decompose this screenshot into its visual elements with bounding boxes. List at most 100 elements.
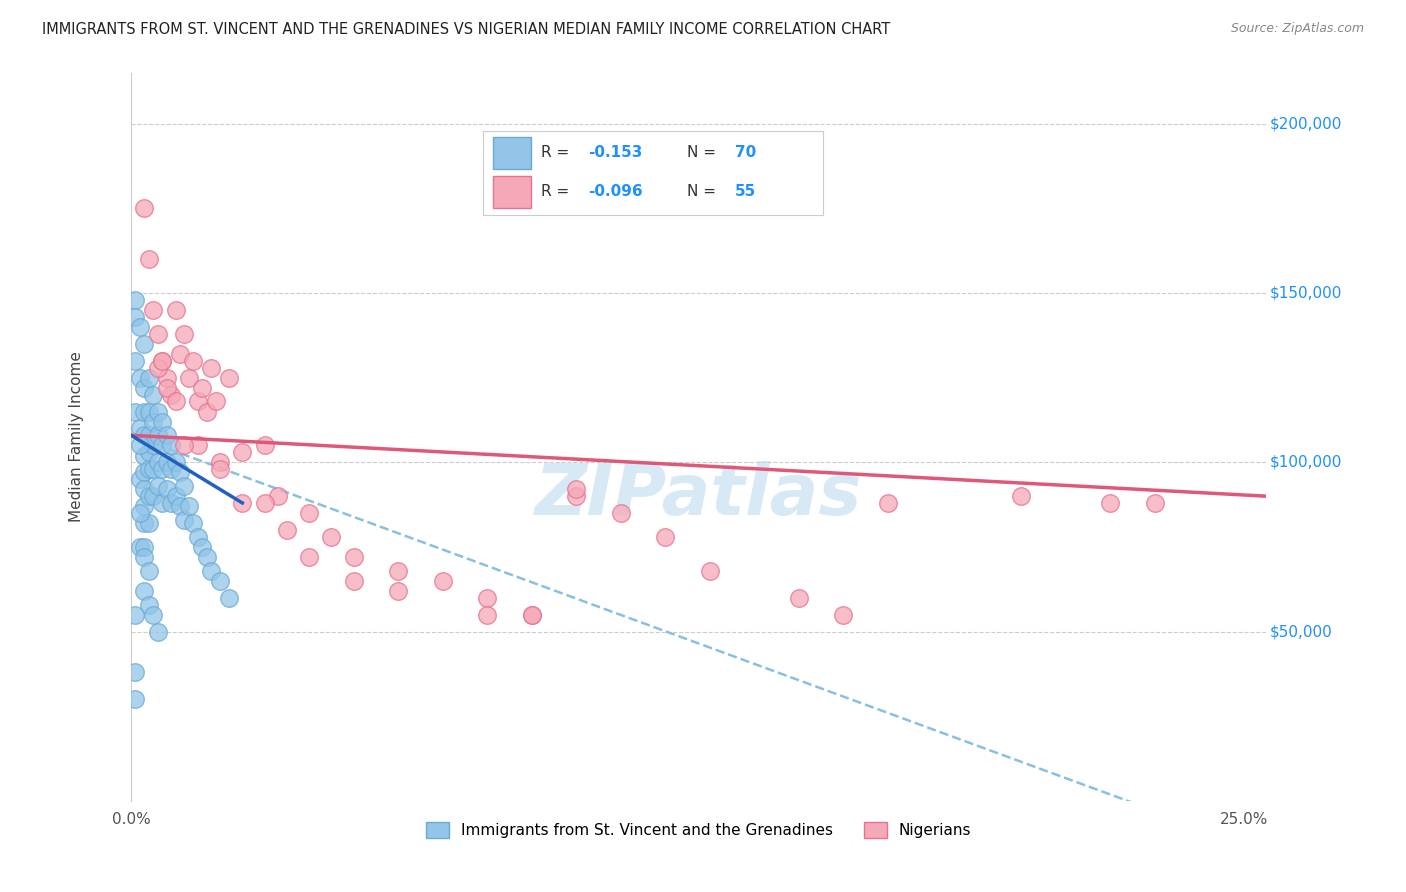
Point: [177, 370, 200, 384]
Text: $100,000: $100,000: [1270, 455, 1341, 470]
Point: [169, 466, 191, 480]
Point: [787, 591, 810, 605]
Point: [156, 455, 179, 469]
Point: [654, 530, 676, 544]
Text: $50,000: $50,000: [1270, 624, 1333, 639]
Point: [129, 421, 152, 435]
Point: [156, 370, 179, 384]
Point: [138, 489, 160, 503]
Point: [173, 513, 195, 527]
Point: [520, 607, 543, 622]
Text: IMMIGRANTS FROM ST. VINCENT AND THE GRENADINES VS NIGERIAN MEDIAN FAMILY INCOME : IMMIGRANTS FROM ST. VINCENT AND THE GREN…: [42, 22, 890, 37]
Point: [150, 415, 173, 429]
Point: [200, 564, 222, 578]
Point: [169, 347, 191, 361]
Point: [876, 496, 898, 510]
Point: [565, 489, 588, 503]
Point: [146, 326, 169, 341]
Point: [129, 506, 152, 520]
Point: [187, 394, 209, 409]
Point: [142, 489, 165, 503]
Point: [1099, 496, 1122, 510]
Point: [156, 428, 179, 442]
Point: [209, 574, 232, 588]
Point: [298, 506, 321, 520]
Text: Median Family Income: Median Family Income: [69, 351, 84, 523]
Point: [209, 455, 232, 469]
Point: [150, 496, 173, 510]
Point: [160, 496, 183, 510]
Point: [124, 353, 146, 368]
Point: [146, 428, 169, 442]
Point: [156, 483, 179, 497]
Point: [150, 353, 173, 368]
Point: [218, 591, 240, 605]
Point: [142, 415, 165, 429]
Point: [160, 462, 183, 476]
Point: [387, 584, 409, 599]
Point: [129, 319, 152, 334]
Point: [165, 303, 187, 318]
Point: [124, 310, 146, 324]
Point: [134, 381, 156, 395]
Point: [183, 353, 205, 368]
Point: [134, 428, 156, 442]
Point: [134, 550, 156, 565]
Point: [160, 387, 183, 401]
Point: [204, 394, 226, 409]
Point: [160, 438, 183, 452]
Point: [138, 564, 160, 578]
Point: [134, 336, 156, 351]
Point: [475, 607, 498, 622]
Point: [1143, 496, 1166, 510]
Point: [138, 516, 160, 531]
Point: [609, 506, 631, 520]
Point: [191, 540, 214, 554]
Point: [432, 574, 454, 588]
Point: [124, 692, 146, 706]
Point: [142, 462, 165, 476]
Point: [187, 530, 209, 544]
Point: [138, 428, 160, 442]
Point: [134, 516, 156, 531]
Point: [191, 381, 214, 395]
Text: $150,000: $150,000: [1270, 285, 1341, 301]
Point: [124, 607, 146, 622]
Point: [146, 360, 169, 375]
Point: [1010, 489, 1032, 503]
Point: [267, 489, 290, 503]
Legend: Immigrants from St. Vincent and the Grenadines, Nigerians: Immigrants from St. Vincent and the Gren…: [420, 816, 977, 844]
Point: [146, 455, 169, 469]
Point: [134, 404, 156, 418]
Point: [183, 516, 205, 531]
Point: [142, 607, 165, 622]
Point: [142, 387, 165, 401]
Point: [187, 438, 209, 452]
Point: [343, 550, 366, 565]
Point: [150, 353, 173, 368]
Point: [124, 293, 146, 307]
Point: [134, 500, 156, 514]
Point: [565, 483, 588, 497]
Point: [138, 462, 160, 476]
Point: [138, 445, 160, 459]
Point: [165, 489, 187, 503]
Point: [165, 455, 187, 469]
Point: [142, 438, 165, 452]
Text: ZIPatlas: ZIPatlas: [534, 460, 862, 530]
Point: [156, 381, 179, 395]
Point: [134, 202, 156, 216]
Point: [195, 404, 218, 418]
Point: [150, 438, 173, 452]
Point: [134, 483, 156, 497]
Text: Source: ZipAtlas.com: Source: ZipAtlas.com: [1230, 22, 1364, 36]
Point: [129, 540, 152, 554]
Point: [209, 462, 232, 476]
Point: [124, 665, 146, 680]
Point: [134, 540, 156, 554]
Point: [832, 607, 855, 622]
Point: [200, 360, 222, 375]
Point: [124, 404, 146, 418]
Point: [129, 370, 152, 384]
Point: [231, 496, 253, 510]
